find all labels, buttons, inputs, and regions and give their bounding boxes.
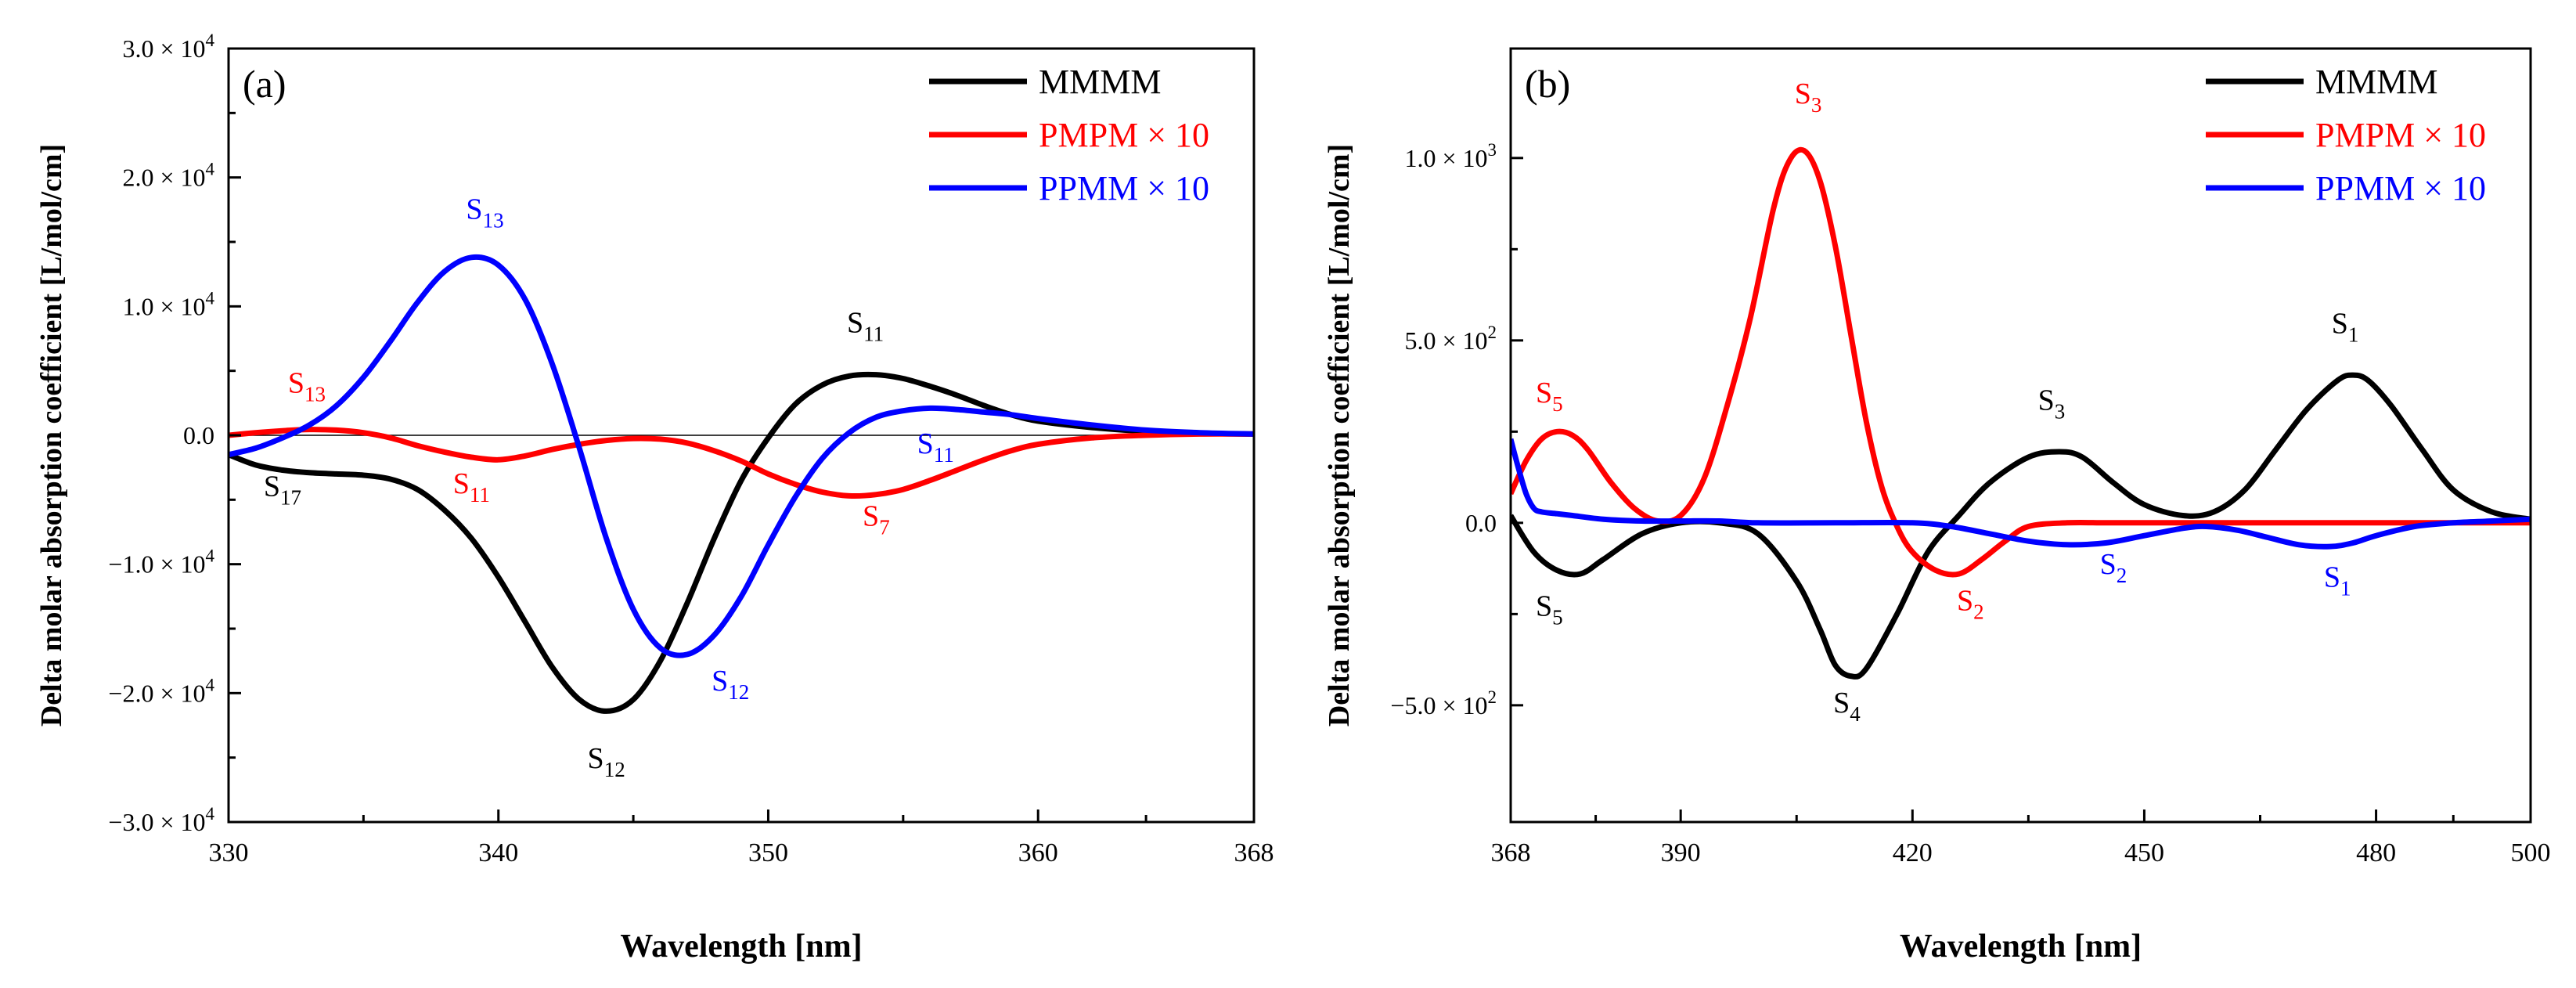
- x-tick-label: 340: [478, 838, 518, 867]
- legend-label: MMMM: [1039, 63, 1162, 101]
- x-tick-label: 390: [1661, 838, 1701, 867]
- series-line-mmmm: [229, 371, 1254, 714]
- state-annotation: S3: [2038, 384, 2066, 423]
- state-annotation: S1: [2332, 308, 2359, 347]
- state-annotation: S2: [1957, 585, 1984, 624]
- series-group: [229, 254, 1254, 714]
- state-annotation: S1: [2324, 561, 2351, 600]
- series-line-ppmm: [229, 254, 1254, 658]
- state-annotation: S4: [1833, 687, 1861, 726]
- x-tick-label: 330: [209, 838, 249, 867]
- y-tick-label: −1.0 × 104: [108, 546, 214, 579]
- chart-panel-a: 330 340 350 360 368 −3.0 × 104 −2.0 × 104 −1.0 …: [35, 31, 1274, 965]
- x-tick-label: 420: [1893, 838, 1933, 867]
- plot-frame: [1509, 47, 2532, 824]
- y-tick-label: 0.0: [1465, 509, 1497, 537]
- series-group: [1511, 146, 2531, 680]
- y-axis-label: Delta molar absorption coefficient [L/mo…: [1323, 144, 1356, 727]
- x-tick-label: 450: [2124, 838, 2164, 867]
- state-annotation: S5: [1536, 590, 1563, 629]
- y-tick-label: 0.0: [183, 421, 214, 449]
- legend-label: PPMM × 10: [2315, 169, 2486, 207]
- state-annotation: S11: [453, 467, 490, 507]
- y-tick-label: 3.0 × 104: [122, 31, 214, 63]
- state-annotation: S11: [847, 306, 884, 345]
- state-annotation: S12: [712, 665, 749, 704]
- legend-label: MMMM: [2315, 63, 2438, 101]
- y-tick-label: 1.0 × 104: [122, 288, 214, 320]
- x-tick-label: 360: [1018, 838, 1058, 867]
- x-tick-label: 500: [2511, 838, 2551, 867]
- chart-panel-b: 368 390 420 450 480 500 −5.0 × 102 0.0 5.0 × 102…: [1323, 47, 2551, 965]
- legend-label: PMPM × 10: [2315, 116, 2486, 154]
- x-tick-label: 368: [1234, 838, 1274, 867]
- x-axis-label: Wavelength [nm]: [1900, 929, 2142, 965]
- y-tick-label: 2.0 × 104: [122, 160, 214, 192]
- state-annotation: S2: [2100, 548, 2127, 587]
- legend-label: PMPM × 10: [1039, 116, 1209, 154]
- y-axis-label: Delta molar absorption coefficient [L/mo…: [35, 144, 68, 727]
- state-annotation: S7: [863, 499, 890, 539]
- series-line-mmmm: [1511, 372, 2531, 680]
- panel-label: (a): [243, 62, 286, 106]
- state-annotation: S13: [288, 367, 326, 406]
- series-line-pmpm: [1511, 146, 2531, 578]
- state-annotation: S17: [264, 470, 301, 509]
- y-tick-label: −3.0 × 104: [108, 804, 214, 836]
- state-annotation: S5: [1536, 377, 1563, 416]
- state-annotation: S13: [466, 193, 503, 232]
- x-axis-label: Wavelength [nm]: [620, 929, 862, 965]
- x-tick-label: 480: [2356, 838, 2396, 867]
- x-tick-label: 368: [1491, 838, 1531, 867]
- x-tick-label: 350: [748, 838, 788, 867]
- state-annotation: S12: [588, 742, 625, 781]
- series-line-ppmm: [1511, 438, 2531, 550]
- series-line-pmpm: [229, 427, 1254, 499]
- y-tick-label: 5.0 × 102: [1404, 323, 1497, 355]
- state-annotation: S3: [1795, 78, 1822, 117]
- state-annotation: S11: [917, 427, 954, 467]
- panel-label: (b): [1525, 62, 1570, 106]
- y-tick-label: −5.0 × 102: [1390, 687, 1497, 719]
- y-tick-label: 1.0 × 103: [1404, 140, 1497, 172]
- y-tick-label: −2.0 × 104: [108, 675, 214, 707]
- legend-label: PPMM × 10: [1039, 169, 1209, 207]
